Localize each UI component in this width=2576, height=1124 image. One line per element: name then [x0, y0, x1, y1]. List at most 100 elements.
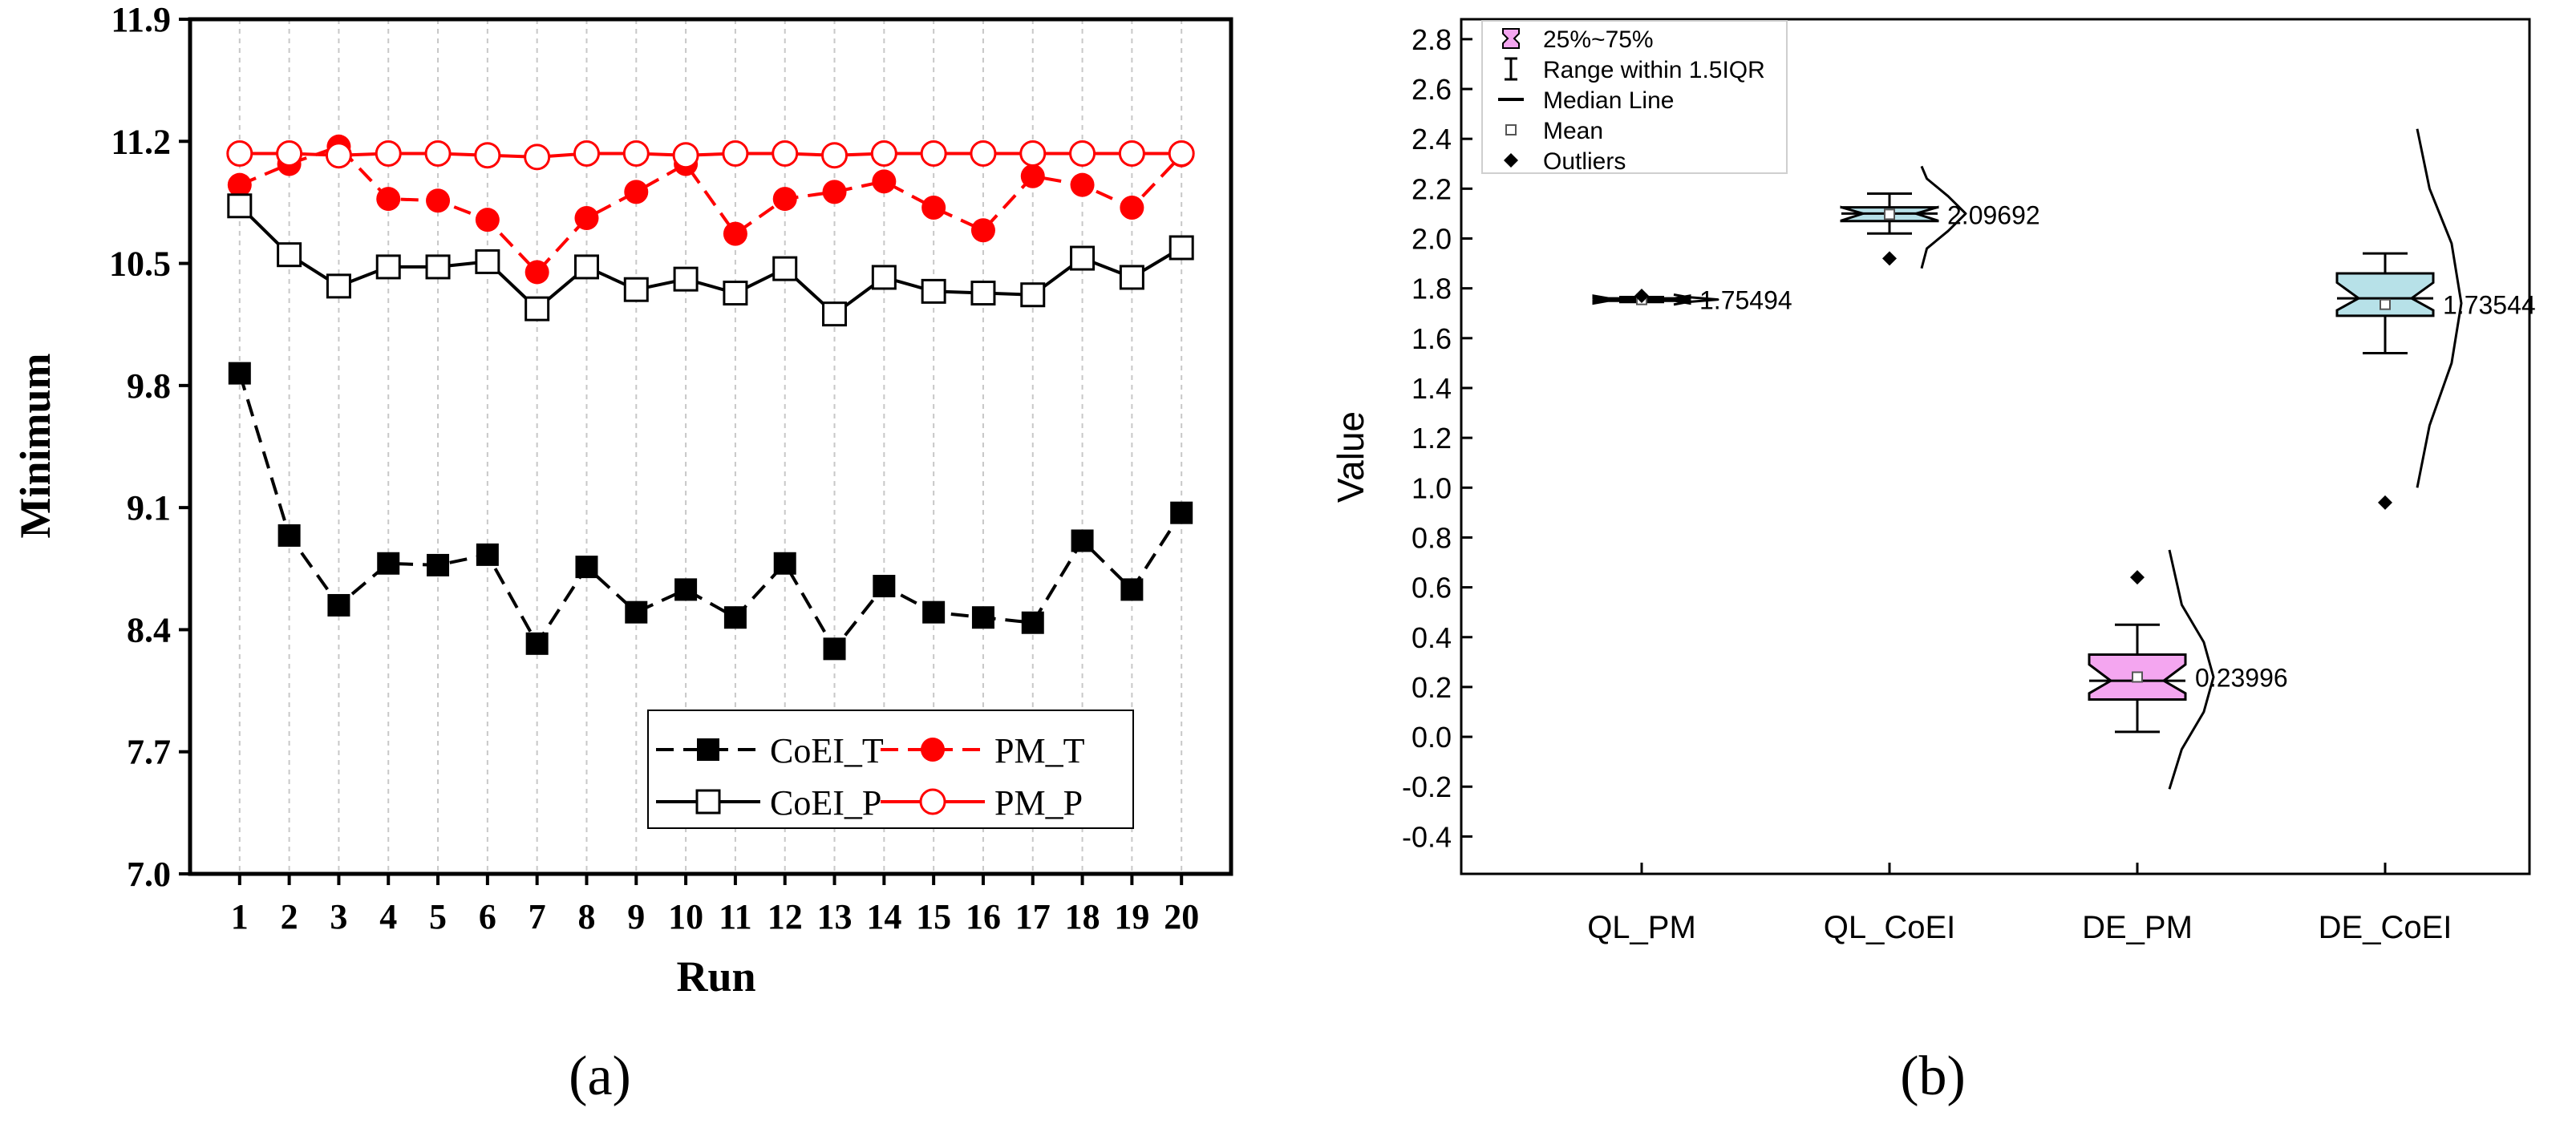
- b-boxes-group: 1.75494 2.09692 0.23996 1.73544: [1592, 128, 2536, 790]
- b-ytick-label: 0.0: [1412, 721, 1452, 754]
- a-point-CoEI_P: [475, 249, 500, 274]
- b-ytick-label: 2.8: [1412, 23, 1452, 56]
- a-plot-frame: [188, 17, 1233, 876]
- a-point-PM_P: [821, 142, 849, 169]
- a-point-CoEI_P: [277, 242, 302, 268]
- b-distribution-curve: [2416, 128, 2463, 488]
- a-point-PM_P: [424, 140, 452, 168]
- b-legend-label: Range within 1.5IQR: [1543, 57, 1765, 83]
- b-box-QL_PM: 1.75494: [1592, 286, 1792, 315]
- a-point-PM_P: [276, 140, 303, 168]
- a-point-CoEI_T: [922, 600, 946, 624]
- a-legend: CoEI_T PM_T CoEI_P PM_P: [647, 710, 1134, 829]
- a-point-PM_T: [227, 172, 252, 197]
- a-panel-label: (a): [569, 1045, 631, 1107]
- b-box-body: [2335, 272, 2435, 317]
- b-panel-label: (b): [1900, 1045, 1966, 1107]
- b-legend-swatch-outlier: [1504, 153, 1518, 168]
- b-legend-label: Outliers: [1543, 148, 1626, 175]
- b-outlier: [1882, 251, 1897, 266]
- a-point-PM_T: [475, 208, 500, 232]
- a-point-CoEI_T: [228, 362, 251, 385]
- a-ytick-label: 8.4: [127, 610, 171, 649]
- b-legend-swatch-box: [1502, 28, 1520, 49]
- a-point-PM_P: [870, 140, 897, 168]
- a-ytick-label: 10.5: [109, 245, 171, 284]
- a-point-PM_P: [672, 142, 699, 169]
- a-xtick-label: 13: [817, 897, 853, 936]
- b-ytick-label: 1.2: [1412, 422, 1452, 455]
- b-ytick-label: -0.2: [1402, 770, 1452, 803]
- b-outlier: [2378, 495, 2392, 510]
- a-point-CoEI_T: [1071, 529, 1094, 552]
- a-point-CoEI_T: [1021, 611, 1044, 634]
- a-point-PM_P: [920, 140, 947, 168]
- a-point-CoEI_T: [476, 543, 499, 566]
- a-point-CoEI_P: [525, 296, 550, 321]
- a-point-PM_P: [1019, 140, 1047, 168]
- a-point-CoEI_T: [525, 632, 549, 655]
- a-xtick-label: 19: [1114, 897, 1149, 936]
- b-xtick-label: DE_CoEI: [2319, 910, 2452, 945]
- a-xtick-label: 11: [719, 897, 752, 936]
- a-xtick-label: 7: [529, 897, 546, 936]
- a-point-PM_P: [1168, 140, 1195, 168]
- a-point-CoEI_P: [1020, 282, 1046, 308]
- a-y-axis-title: Minimum: [11, 353, 59, 538]
- a-point-PM_T: [1120, 195, 1144, 220]
- b-distribution-curve: [2168, 549, 2215, 790]
- a-point-CoEI_T: [625, 600, 648, 624]
- a-point-PM_T: [426, 188, 451, 213]
- a-xtick-label: 10: [668, 897, 703, 936]
- a-legend-label: CoEI_T: [770, 731, 884, 770]
- b-plot-frame: [1460, 18, 2531, 875]
- a-y-axis: 7.0 7.7 8.4 9.1 9.8 10.5 11.2 11.9: [109, 0, 190, 894]
- b-box-QL_CoEI: 2.09692: [1840, 165, 2040, 269]
- b-xtick-label: QL_CoEI: [1824, 910, 1956, 945]
- b-ytick-label: 0.2: [1412, 671, 1452, 704]
- a-point-PM_T: [376, 187, 401, 212]
- a-point-CoEI_T: [277, 524, 301, 547]
- a-point-CoEI_P: [723, 281, 748, 306]
- a-xtick-label: 18: [1065, 897, 1100, 936]
- a-point-PM_P: [970, 140, 997, 168]
- a-ytick-label: 11.9: [111, 0, 171, 39]
- a-point-PM_T: [1070, 172, 1095, 197]
- a-point-CoEI_P: [772, 256, 798, 281]
- a-point-PM_T: [921, 195, 946, 220]
- b-mean-marker: [2132, 671, 2143, 683]
- a-ytick-label: 9.8: [127, 366, 171, 406]
- a-ytick-label: 11.2: [111, 122, 171, 161]
- a-point-CoEI_T: [1170, 501, 1193, 524]
- a-point-PM_T: [970, 218, 995, 243]
- a-point-CoEI_P: [425, 254, 451, 280]
- b-ytick-label: 2.6: [1412, 73, 1452, 106]
- a-point-CoEI_P: [822, 301, 848, 327]
- a-point-PM_P: [474, 142, 501, 169]
- a-legend-label: PM_P: [994, 783, 1083, 823]
- a-point-PM_T: [872, 169, 897, 194]
- a-point-PM_T: [624, 180, 649, 204]
- a-xtick-label: 15: [916, 897, 951, 936]
- a-point-CoEI_P: [375, 254, 401, 280]
- a-ytick-label: 7.0: [127, 855, 171, 894]
- a-xtick-label: 9: [627, 897, 645, 936]
- b-xtick-label: DE_PM: [2082, 910, 2193, 945]
- a-xtick-label: 8: [577, 897, 595, 936]
- a-point-PM_T: [1020, 164, 1045, 188]
- a-point-CoEI_T: [823, 637, 846, 661]
- b-xtick-label: QL_PM: [1587, 910, 1696, 945]
- a-point-CoEI_T: [1120, 578, 1144, 601]
- b-ytick-label: 2.0: [1412, 222, 1452, 255]
- a-point-CoEI_P: [921, 278, 946, 304]
- a-xtick-label: 5: [429, 897, 447, 936]
- b-outlier: [2130, 570, 2145, 585]
- b-distribution-curve: [1673, 293, 1719, 306]
- a-ytick-label: 7.7: [127, 733, 171, 772]
- a-point-PM_P: [1118, 140, 1145, 168]
- b-ytick-label: 1.6: [1412, 322, 1452, 355]
- b-legend-box: [1481, 20, 1788, 174]
- a-point-PM_T: [822, 180, 847, 204]
- b-legend-label: 25%~75%: [1543, 26, 1654, 53]
- a-xtick-label: 4: [379, 897, 397, 936]
